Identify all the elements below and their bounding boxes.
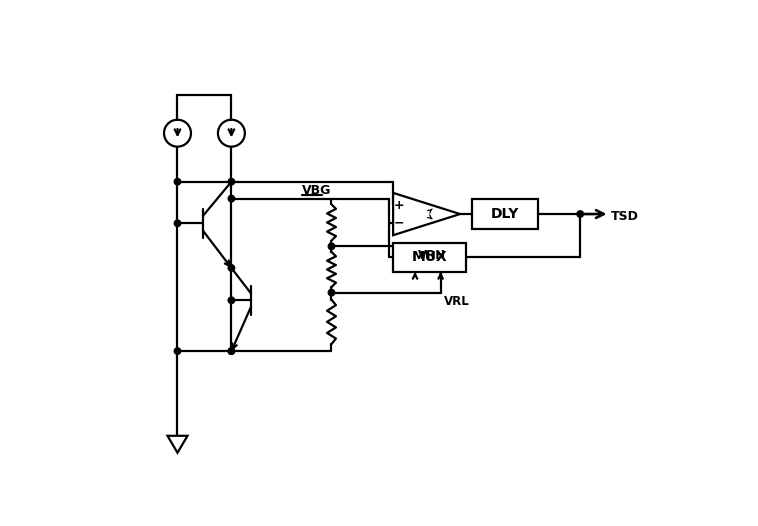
- Circle shape: [228, 297, 235, 304]
- Circle shape: [174, 220, 180, 227]
- Circle shape: [228, 195, 235, 202]
- Text: VRL: VRL: [443, 295, 469, 308]
- Circle shape: [228, 265, 235, 271]
- FancyBboxPatch shape: [393, 242, 466, 272]
- FancyBboxPatch shape: [472, 199, 538, 229]
- Polygon shape: [393, 193, 460, 235]
- Text: DLY: DLY: [491, 207, 519, 221]
- Circle shape: [328, 243, 335, 250]
- Text: +: +: [393, 199, 404, 211]
- Circle shape: [228, 348, 235, 355]
- Circle shape: [174, 178, 180, 185]
- Circle shape: [228, 178, 235, 185]
- Circle shape: [577, 211, 584, 217]
- Text: VRH: VRH: [418, 249, 446, 262]
- Circle shape: [328, 289, 335, 296]
- Circle shape: [228, 348, 235, 355]
- Text: −: −: [393, 216, 404, 229]
- Polygon shape: [168, 436, 187, 453]
- Text: MUX: MUX: [412, 250, 447, 264]
- Text: VBG: VBG: [302, 185, 331, 197]
- Text: TSD: TSD: [611, 210, 639, 223]
- Circle shape: [174, 348, 180, 355]
